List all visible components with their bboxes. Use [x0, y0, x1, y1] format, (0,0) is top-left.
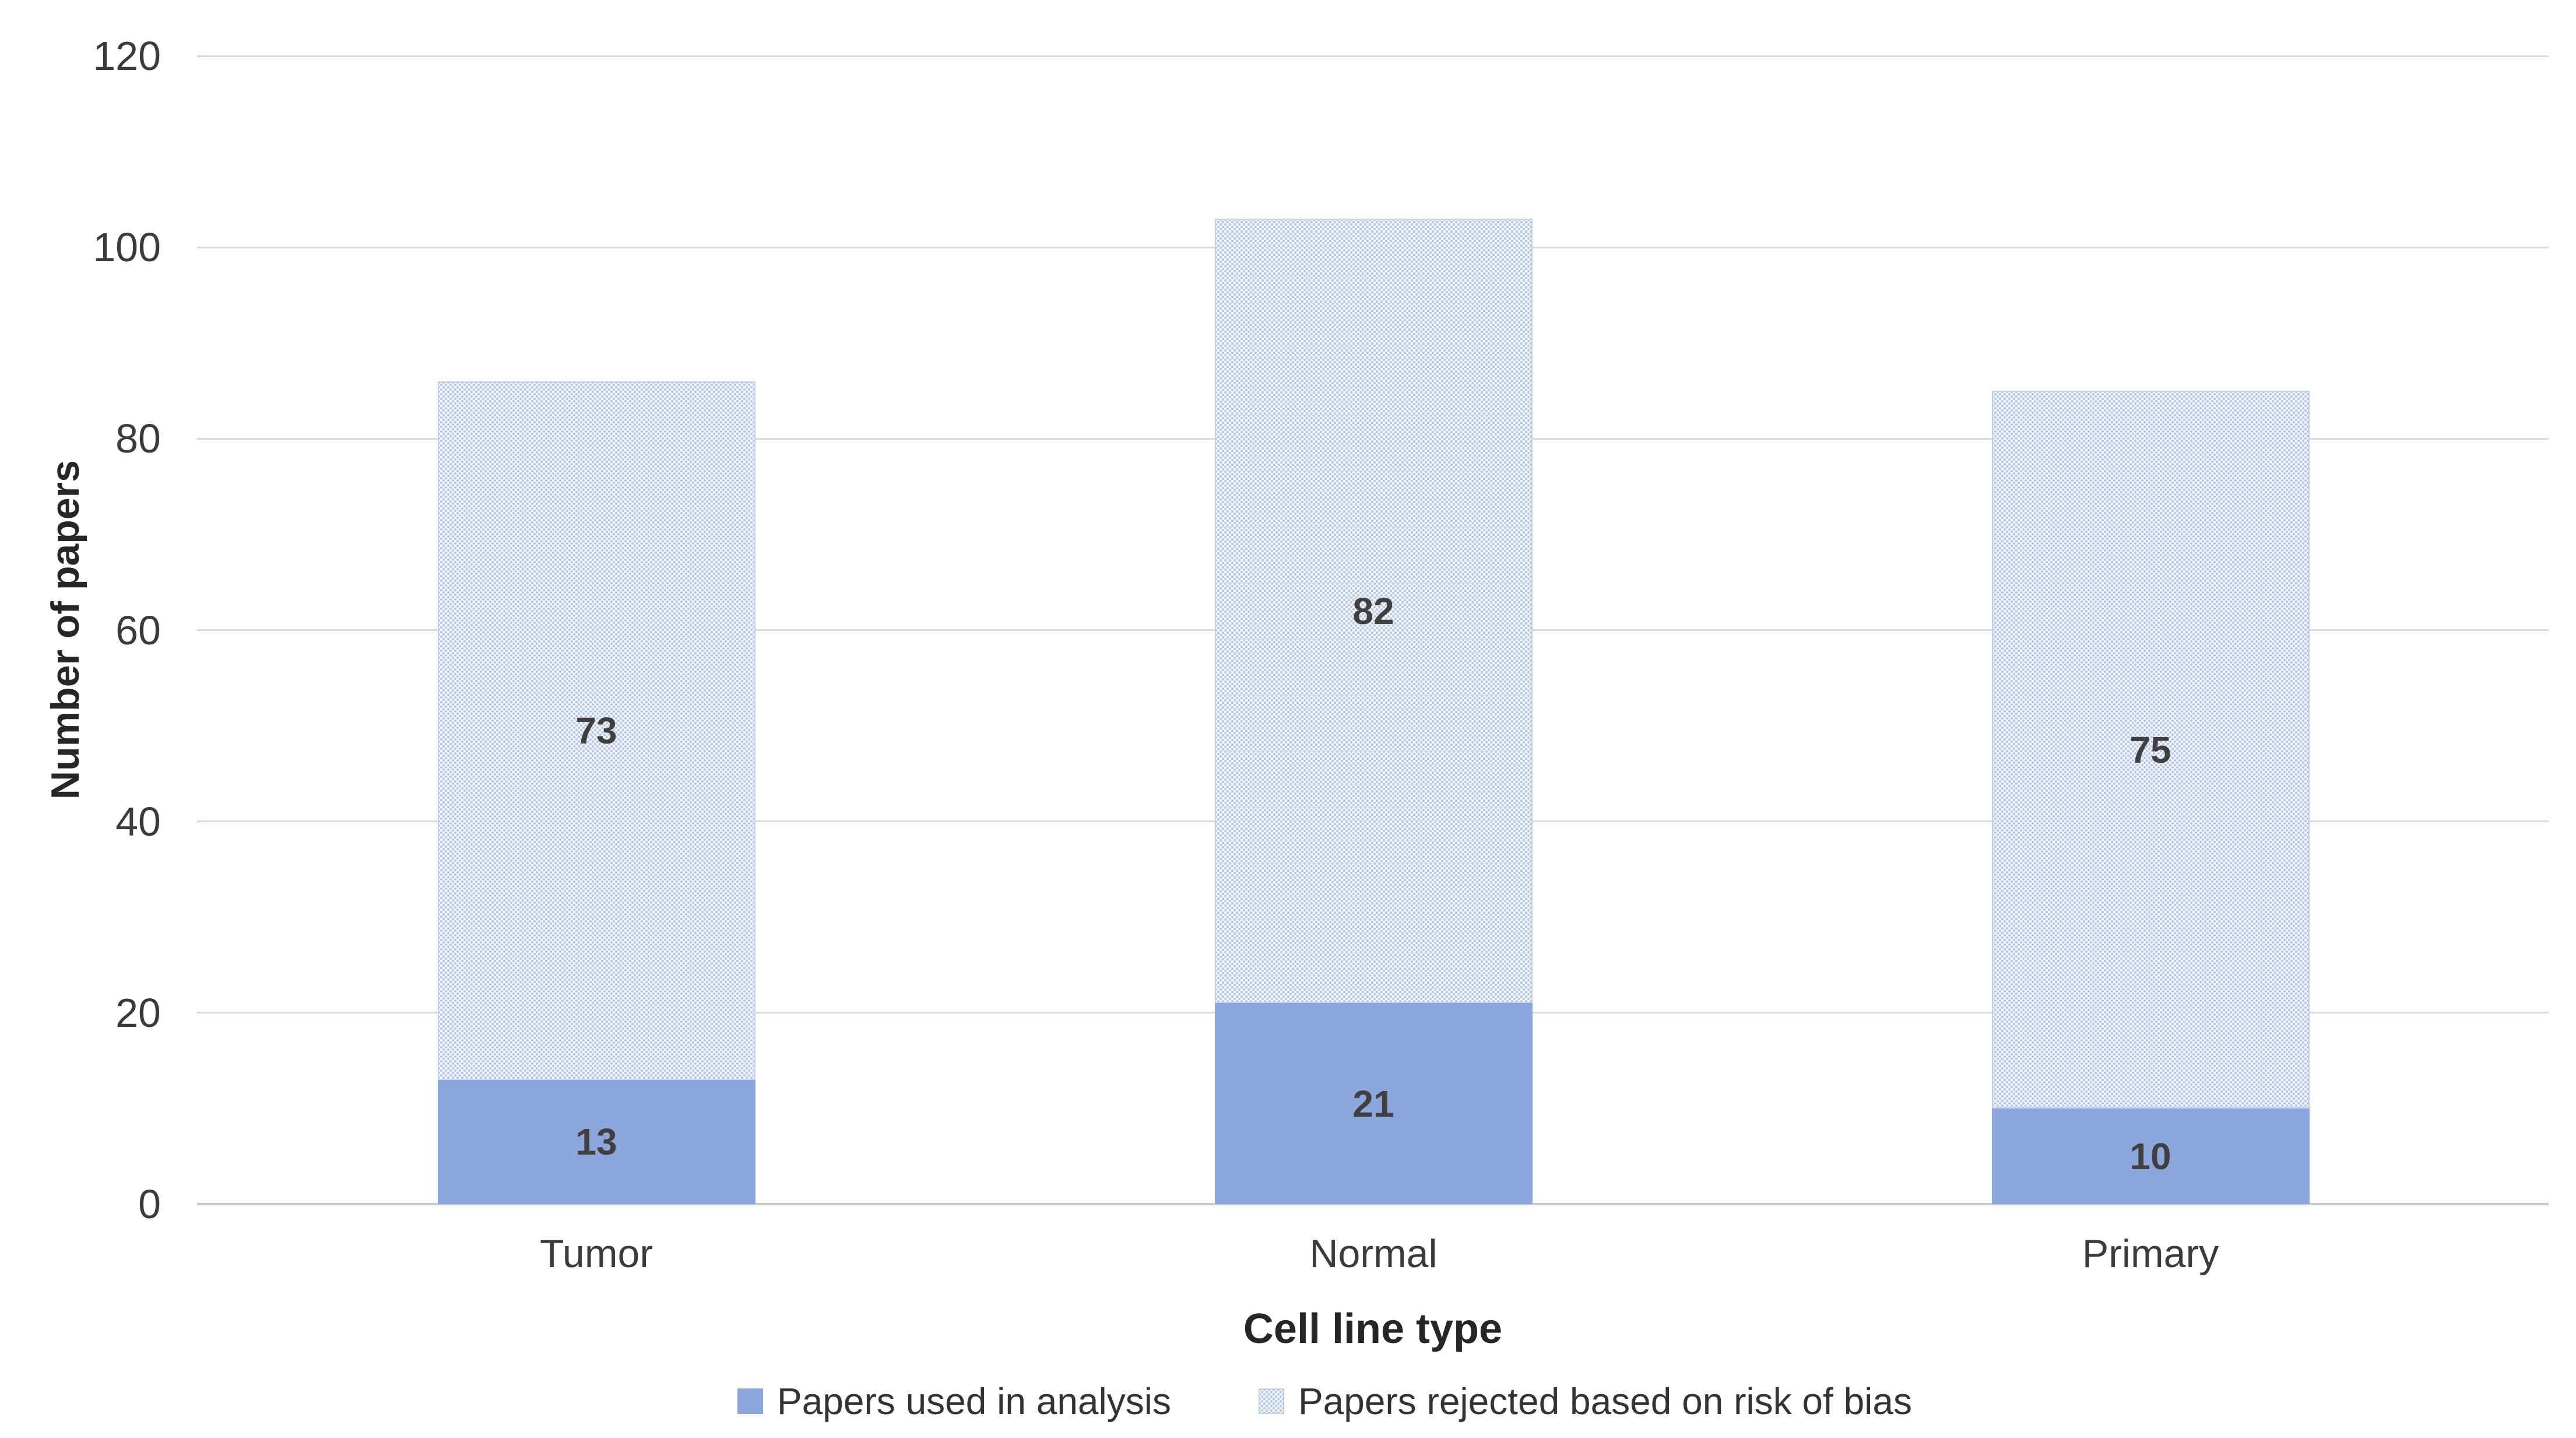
y-tick-label-100: 100 — [93, 225, 161, 271]
y-tick-label-120: 120 — [93, 33, 161, 79]
data-label-rejected-primary: 75 — [2129, 728, 2171, 771]
x-axis-line — [197, 1203, 2549, 1205]
bar-segment-rejected-primary — [1991, 391, 2310, 1109]
legend-item-used: Papers used in analysis — [737, 1381, 1171, 1422]
data-label-rejected-tumor: 73 — [575, 709, 617, 752]
bar-segment-rejected-normal — [1214, 218, 1533, 1004]
x-axis-title: Cell line type — [1243, 1306, 1503, 1352]
y-tick-label-20: 20 — [115, 990, 161, 1036]
legend-item-rejected: Papers rejected based on risk of bias — [1258, 1380, 1912, 1422]
category-label-primary: Primary — [2082, 1232, 2219, 1276]
legend-label-used: Papers used in analysis — [777, 1380, 1171, 1422]
bar-segment-used-tumor — [437, 1079, 755, 1204]
legend-swatch-pattern-icon — [1258, 1388, 1284, 1414]
data-label-rejected-normal: 82 — [1352, 590, 1394, 632]
legend-swatch-solid-icon — [737, 1388, 764, 1414]
data-label-used-normal: 21 — [1352, 1082, 1394, 1125]
legend-label-rejected: Papers rejected based on risk of bias — [1298, 1380, 1912, 1422]
bar-segment-rejected-tumor — [437, 381, 755, 1080]
y-tick-label-60: 60 — [115, 607, 161, 653]
category-label-normal: Normal — [1309, 1232, 1438, 1276]
legend: Papers used in analysis Papers rejected … — [37, 1381, 2576, 1422]
y-tick-label-0: 0 — [138, 1181, 161, 1227]
data-label-used-primary: 10 — [2129, 1135, 2171, 1177]
category-label-tumor: Tumor — [540, 1232, 653, 1276]
data-label-used-tumor: 13 — [575, 1121, 617, 1163]
y-tick-label-40: 40 — [115, 798, 161, 844]
bar-segment-used-primary — [1991, 1108, 2310, 1204]
bar-segment-used-normal — [1214, 1003, 1533, 1204]
y-tick-label-80: 80 — [115, 416, 161, 462]
gridline-120 — [197, 55, 2549, 57]
